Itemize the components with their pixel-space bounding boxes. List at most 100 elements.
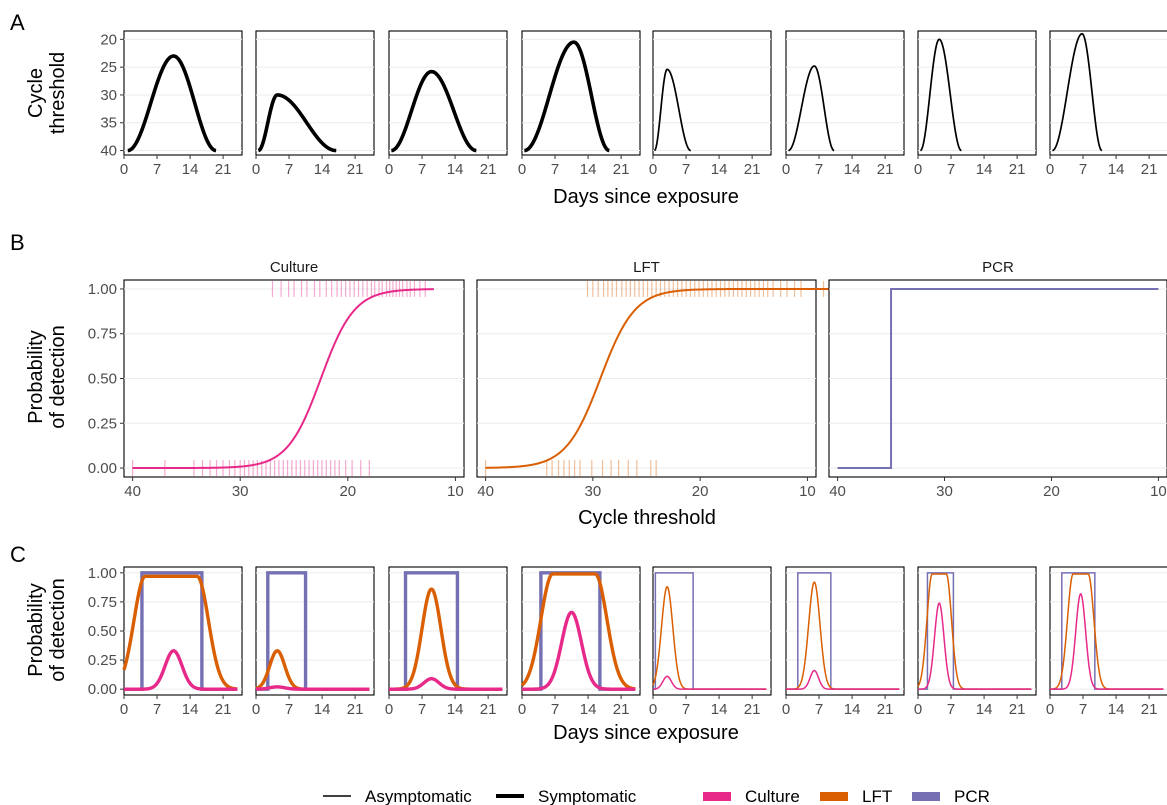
row-c-ytick-label-1: 0.25 (88, 652, 117, 669)
facet-strip-label-lft: LFT (633, 259, 660, 276)
row-c-panel-7: 0 7 14 21 (914, 566, 1037, 718)
row-b-ytick-label-4: 1.00 (88, 281, 117, 298)
culture-detection-line-3 (387, 677, 504, 691)
row-c-detection-over-time: 0 7 14 21 0.00 0.25 0.50 0.75 1.00 0 7 14 21 0 7 14 21 0 7… (25, 565, 1167, 744)
legend-label-culture: Culture (745, 787, 800, 805)
panel-label-b: B (10, 230, 25, 255)
row-b-culture-xtick-label-1: 30 (232, 483, 249, 500)
row-c-p1-xtick-label-0: 0 (120, 701, 128, 718)
row-a-p5-xtick-label-0: 0 (649, 161, 657, 178)
row-c-p7-xtick-label-2: 14 (976, 701, 993, 718)
row-c-p8-xtick-label-3: 21 (1141, 701, 1158, 718)
row-a-panel-6: 0 7 14 21 (782, 30, 905, 178)
row-c-panel-8: 0 7 14 21 (1046, 566, 1167, 718)
row-b-ytick-label-3: 0.75 (88, 326, 117, 343)
row-c-p6-xtick-label-0: 0 (782, 701, 790, 718)
row-a-p3-xtick-label-2: 14 (447, 161, 464, 178)
ct-trajectory-4 (523, 40, 611, 153)
row-a-panel-frame (917, 30, 1037, 156)
ct-trajectory-6 (788, 65, 835, 152)
row-a-ytick-label-0: 20 (100, 31, 117, 48)
lft-detection-line-4 (520, 572, 637, 691)
panel-label-a: A (10, 10, 25, 35)
row-b-facet-lft: LFT 40 30 20 10 (476, 259, 835, 500)
row-a-y-axis-title-line-1: Cycle (25, 68, 47, 118)
row-a-p8-xtick-label-0: 0 (1046, 161, 1054, 178)
row-c-y-axis-title-line-1: Probability (25, 583, 47, 676)
row-a-ytick-label-2: 30 (100, 87, 117, 104)
row-a-p2-xtick-label-2: 14 (314, 161, 331, 178)
row-a-panel-4: 0 7 14 21 (518, 30, 641, 178)
row-a-panel-7: 0 7 14 21 (914, 30, 1037, 178)
row-b-y-axis-title-line-1: Probability (25, 330, 47, 423)
row-a-p6-xtick-label-0: 0 (782, 161, 790, 178)
row-a-p6-xtick-label-1: 7 (815, 161, 823, 178)
culture-detection-line-2 (254, 685, 371, 691)
row-a-p8-xtick-label-2: 14 (1108, 161, 1125, 178)
row-c-p5-xtick-label-0: 0 (649, 701, 657, 718)
row-c-panel-3: 0 7 14 21 (385, 566, 508, 718)
detection-curve-culture (132, 288, 434, 470)
legend-label-asymptomatic: Asymptomatic (365, 787, 472, 805)
row-b-ytick-label-2: 0.50 (88, 371, 117, 388)
row-a-p3-xtick-label-0: 0 (385, 161, 393, 178)
detection-curve-lft (485, 287, 835, 469)
row-a-p4-xtick-label-0: 0 (518, 161, 526, 178)
row-a-p2-xtick-label-3: 21 (347, 161, 364, 178)
row-b-detection-curves: Culture 40 30 20 10 0.00 0.25 0.50 0.75 1.00 LFT 40… (25, 259, 1167, 529)
culture-detection-line-8 (1049, 593, 1164, 690)
row-a-p6-xtick-label-2: 14 (844, 161, 861, 178)
ct-trajectory-3 (390, 69, 478, 153)
row-c-p3-xtick-label-1: 7 (418, 701, 426, 718)
culture-detection-line-4 (520, 610, 637, 691)
row-b-culture-xtick-label-3: 10 (447, 483, 464, 500)
row-c-p1-xtick-label-2: 14 (182, 701, 199, 718)
row-a-panel-2: 0 7 14 21 (252, 30, 375, 178)
facet-strip-label-culture: Culture (270, 259, 318, 276)
row-a-p2-xtick-label-1: 7 (285, 161, 293, 178)
row-a-ytick-label-4: 40 (100, 143, 117, 160)
row-c-p8-xtick-label-1: 7 (1079, 701, 1087, 718)
row-a-p2-xtick-label-0: 0 (252, 161, 260, 178)
culture-detection-line-1 (122, 649, 239, 691)
row-c-p4-xtick-label-2: 14 (580, 701, 597, 718)
row-c-p1-xtick-label-3: 21 (215, 701, 232, 718)
row-b-ytick-label-1: 0.25 (88, 415, 117, 432)
row-c-p3-xtick-label-2: 14 (447, 701, 464, 718)
culture-detection-line-5 (652, 675, 767, 690)
row-c-p7-xtick-label-1: 7 (947, 701, 955, 718)
row-b-x-axis-title: Cycle threshold (578, 507, 716, 529)
row-a-p1-xtick-label-2: 14 (182, 161, 199, 178)
row-b-lft-xtick-label-2: 20 (692, 483, 709, 500)
row-c-y-axis-title-line-2: of detection (47, 578, 69, 681)
row-c-p7-xtick-label-3: 21 (1009, 701, 1026, 718)
detection-curve-pcr (837, 287, 1159, 470)
row-c-p5-xtick-label-2: 14 (711, 701, 728, 718)
row-a-p1-xtick-label-3: 21 (215, 161, 232, 178)
row-c-p1-xtick-label-1: 7 (153, 701, 161, 718)
row-c-p3-xtick-label-3: 21 (480, 701, 497, 718)
row-b-culture-xtick-label-0: 40 (124, 483, 141, 500)
row-c-p8-xtick-label-0: 0 (1046, 701, 1054, 718)
row-a-p3-xtick-label-3: 21 (480, 161, 497, 178)
row-a-p7-xtick-label-1: 7 (947, 161, 955, 178)
row-b-lft-xtick-label-3: 10 (799, 483, 816, 500)
row-a-panel-frame (785, 30, 905, 156)
row-c-p8-xtick-label-2: 14 (1108, 701, 1125, 718)
facet-strip-label-pcr: PCR (982, 259, 1014, 276)
row-a-p7-xtick-label-0: 0 (914, 161, 922, 178)
row-b-lft-xtick-label-1: 30 (585, 483, 602, 500)
row-c-p5-xtick-label-3: 21 (744, 701, 761, 718)
row-c-p6-xtick-label-1: 7 (815, 701, 823, 718)
legend-label-lft: LFT (862, 787, 892, 805)
row-b-y-axis-title-line-2: of detection (47, 325, 69, 428)
row-c-ytick-label-0: 0.00 (88, 681, 117, 698)
culture-detection-line-6 (785, 669, 900, 690)
row-b-ytick-label-0: 0.00 (88, 460, 117, 477)
row-a-panel-frame (1049, 30, 1167, 156)
legend-key-lft (820, 792, 848, 801)
row-b-culture-xtick-label-2: 20 (339, 483, 356, 500)
row-c-p3-xtick-label-0: 0 (385, 701, 393, 718)
row-a-panel-frame (652, 30, 772, 156)
